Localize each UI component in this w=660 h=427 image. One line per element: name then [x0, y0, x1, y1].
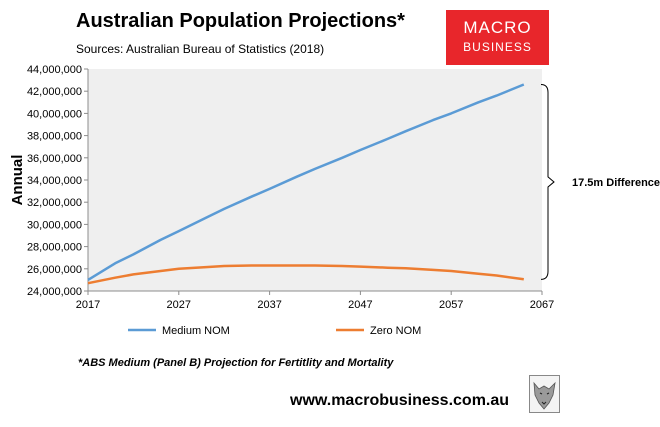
- chart-title: Australian Population Projections*: [76, 10, 405, 32]
- y-axis-label: Annual: [9, 155, 26, 206]
- x-tick-label: 2047: [348, 299, 372, 311]
- difference-annotation: 17.5m Difference: [572, 177, 660, 189]
- y-tick-label: 26,000,000: [27, 264, 82, 276]
- footnote: *ABS Medium (Panel B) Projection for Fer…: [78, 357, 394, 369]
- y-axis: 24,000,000 26,000,000 28,000,000 30,000,000…: [27, 64, 89, 298]
- legend: Medium NOM Zero NOM: [128, 325, 421, 337]
- y-tick-label: 32,000,000: [27, 197, 82, 209]
- y-tick-label: 28,000,000: [27, 242, 82, 254]
- series-line-zero-nom: [87, 264, 524, 285]
- x-tick-label: 2057: [439, 299, 463, 311]
- y-tick-label: 42,000,000: [27, 86, 82, 98]
- plot-area: [88, 69, 542, 291]
- y-tick-label: 36,000,000: [27, 153, 82, 165]
- x-tick-label: 2027: [167, 299, 191, 311]
- macro-business-logo: MACRO BUSINESS: [446, 10, 549, 65]
- x-axis: 2017 2027 2037 2047 2057 2067: [76, 290, 554, 311]
- wolf-icon: [529, 375, 560, 413]
- legend-label: Medium NOM: [162, 325, 230, 337]
- x-tick-label: 2037: [257, 299, 281, 311]
- x-tick-label: 2017: [76, 299, 100, 311]
- y-tick-label: 44,000,000: [27, 64, 82, 76]
- y-tick-label: 24,000,000: [27, 286, 82, 298]
- logo-line-1: MACRO: [463, 18, 532, 37]
- difference-bracket: [540, 84, 555, 280]
- y-tick-label: 40,000,000: [27, 108, 82, 120]
- x-tick-label: 2067: [530, 299, 554, 311]
- footer-url[interactable]: www.macrobusiness.com.au: [290, 392, 510, 409]
- y-tick-label: 38,000,000: [27, 131, 82, 143]
- legend-label: Zero NOM: [370, 325, 421, 337]
- y-tick-label: 30,000,000: [27, 219, 82, 231]
- logo-line-2: BUSINESS: [463, 40, 532, 54]
- chart-subtitle: Sources: Australian Bureau of Statistics…: [76, 42, 325, 56]
- series-line-medium-nom: [87, 83, 525, 281]
- series-lines: [87, 83, 525, 285]
- y-tick-label: 34,000,000: [27, 175, 82, 187]
